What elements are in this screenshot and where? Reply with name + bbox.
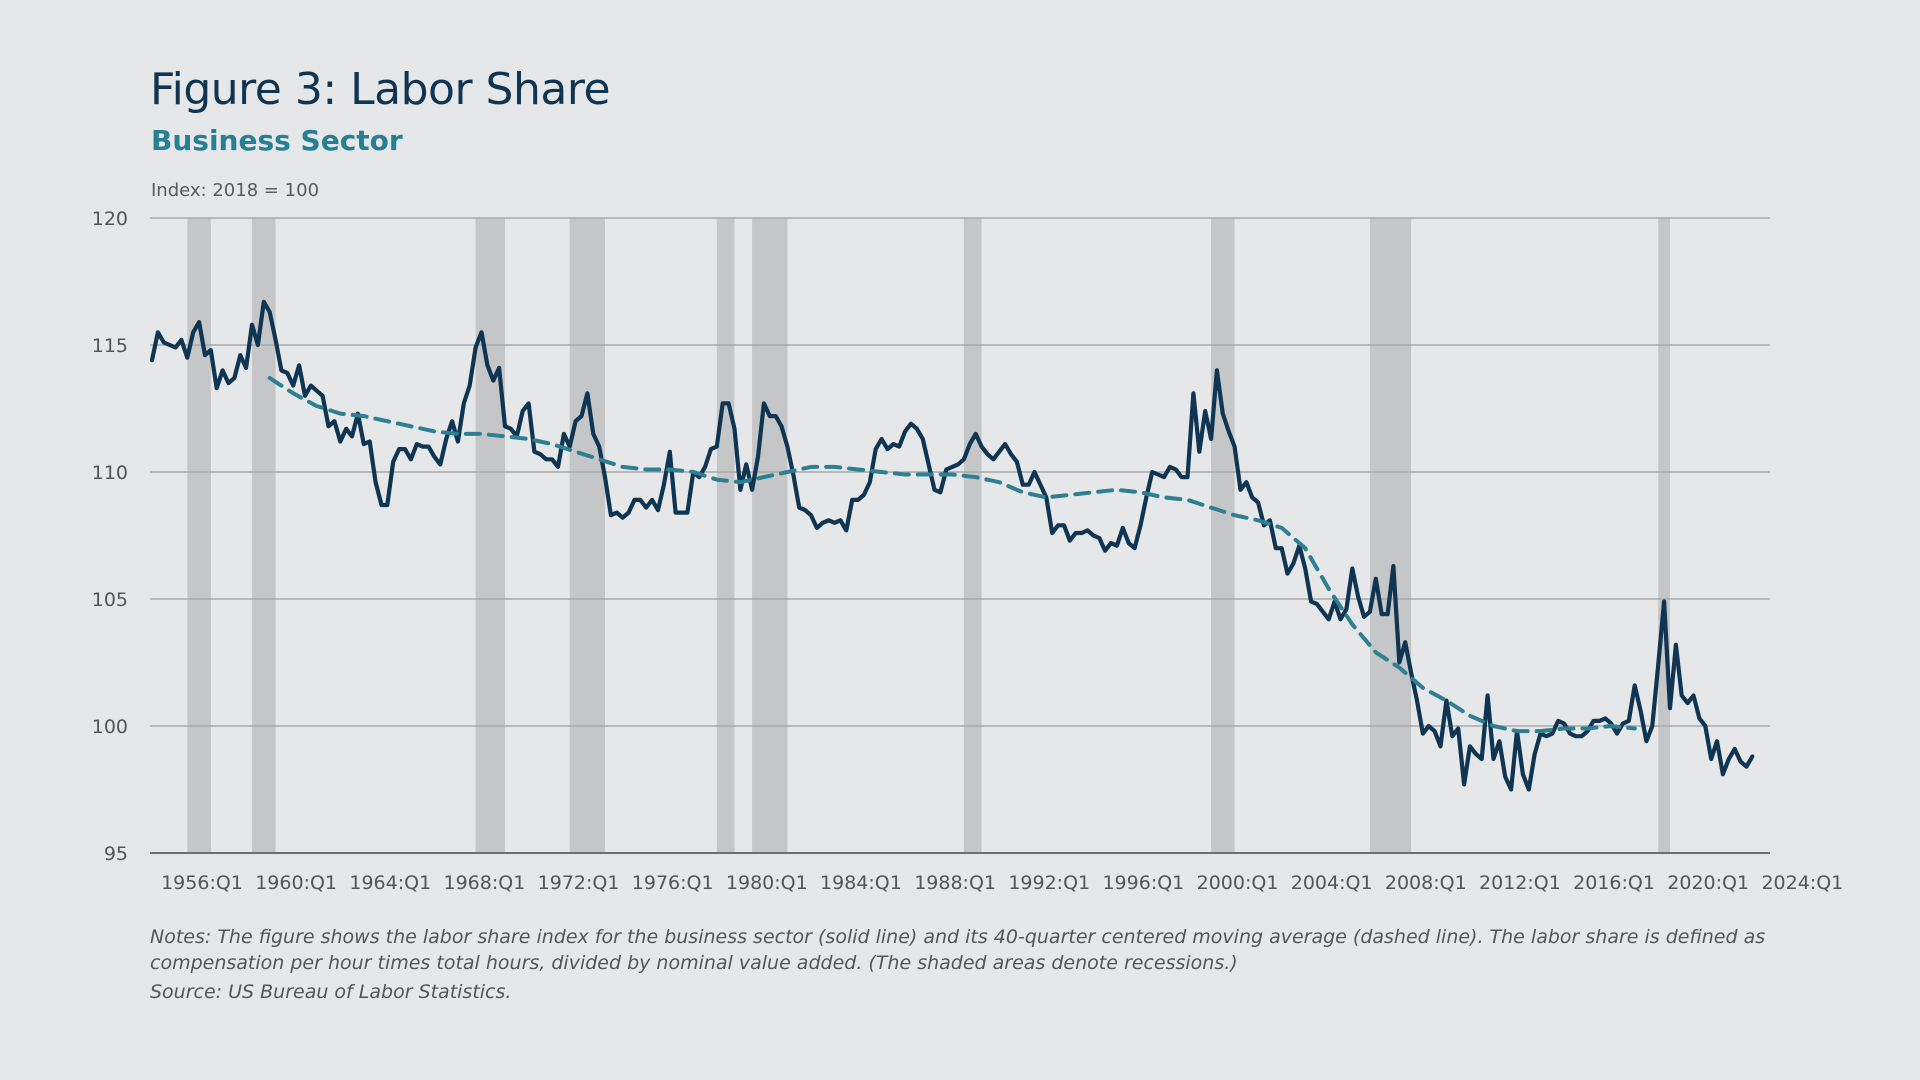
y-tick-label: 100	[92, 716, 128, 738]
recession-shading-group	[187, 218, 1670, 853]
y-tick-label: 120	[92, 208, 128, 230]
y-tick-label: 115	[92, 335, 128, 357]
recession-band	[1211, 218, 1235, 853]
recession-band	[187, 218, 211, 853]
moving-average-line	[267, 376, 1637, 734]
x-tick-label: 1992:Q1	[1008, 872, 1090, 894]
recession-band	[475, 218, 506, 853]
y-tick-label: 110	[92, 462, 128, 484]
x-tick-label: 1956:Q1	[161, 872, 243, 894]
x-tick-label: 1972:Q1	[538, 872, 620, 894]
recession-band	[569, 218, 606, 853]
x-tick-label: 2008:Q1	[1385, 872, 1467, 894]
x-tick-label: 1960:Q1	[255, 872, 337, 894]
recession-band	[963, 218, 982, 853]
x-tick-label: 2004:Q1	[1291, 872, 1373, 894]
x-tick-label: 1964:Q1	[349, 872, 431, 894]
recession-band	[752, 218, 788, 853]
x-tick-label: 2020:Q1	[1667, 872, 1749, 894]
chart-title: Figure 3: Labor Share	[150, 64, 611, 115]
x-tick-label: 1968:Q1	[444, 872, 526, 894]
x-tick-label: 2000:Q1	[1197, 872, 1279, 894]
x-tick-label: 1980:Q1	[726, 872, 808, 894]
recession-band	[1658, 218, 1670, 853]
y-tick-label: 105	[92, 589, 128, 611]
y-axis-unit-label: Index: 2018 = 100	[151, 180, 320, 201]
series-group	[149, 299, 1755, 792]
chart-notes: Notes: The figure shows the labor share …	[150, 926, 1766, 974]
labor-share-line	[149, 299, 1755, 792]
x-tick-label: 1984:Q1	[820, 872, 902, 894]
gridlines-group	[150, 217, 1770, 854]
x-tick-label: 2012:Q1	[1479, 872, 1561, 894]
recession-band	[716, 218, 735, 853]
x-tick-label: 2016:Q1	[1573, 872, 1655, 894]
x-tick-label: 2024:Q1	[1761, 872, 1843, 894]
x-tick-label: 1976:Q1	[632, 872, 714, 894]
y-tick-label: 95	[104, 843, 128, 865]
y-axis-ticks: 95 100 105 110 115 120	[92, 208, 128, 865]
chart-subtitle: Business Sector	[151, 124, 403, 157]
x-axis-ticks: 1956:Q1 1960:Q1 1964:Q1 1968:Q1 1972:Q1 1976:…	[161, 872, 1843, 894]
chart-source: Source: US Bureau of Labor Statistics.	[150, 981, 512, 1003]
recession-band	[1369, 218, 1412, 853]
x-tick-label: 1988:Q1	[914, 872, 996, 894]
x-tick-label: 1996:Q1	[1102, 872, 1184, 894]
